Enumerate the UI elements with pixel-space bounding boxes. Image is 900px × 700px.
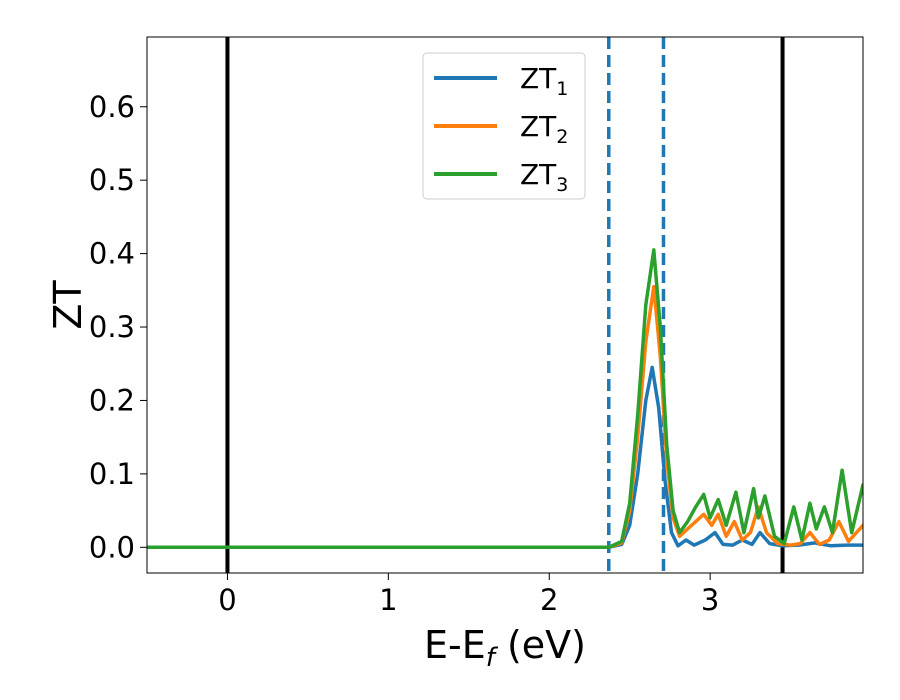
y-tick-label: 0.3 [89, 310, 135, 344]
x-tick-label: 0 [218, 583, 236, 617]
y-axis-ticks: 0.0 0.1 0.2 0.3 0.4 0.5 0.6 [89, 90, 147, 564]
y-axis-label: ZT [46, 280, 90, 330]
x-axis-ticks: 0 1 2 3 [218, 573, 719, 617]
legend-box [422, 52, 586, 200]
y-tick-label: 0.6 [89, 90, 135, 124]
y-tick-label: 0.5 [89, 163, 135, 197]
legend-label-zt2: ZT2 [520, 110, 568, 148]
series-line-zt2 [147, 284, 863, 550]
y-tick-label: 0.0 [89, 530, 135, 564]
y-tick-label: 0.4 [89, 237, 135, 271]
legend-label-zt1: ZT1 [520, 62, 568, 100]
x-tick-label: 3 [701, 583, 719, 617]
x-axis-label: E-Ef (eV) [424, 623, 586, 673]
x-tick-label: 1 [379, 583, 397, 617]
y-tick-label: 0.2 [89, 383, 135, 417]
axes-frame [146, 36, 864, 574]
y-tick-label: 0.1 [89, 457, 135, 491]
series-lines [147, 248, 863, 550]
series-line-zt3 [147, 248, 863, 550]
x-tick-label: 2 [540, 583, 558, 617]
reference-lines [225, 37, 785, 573]
